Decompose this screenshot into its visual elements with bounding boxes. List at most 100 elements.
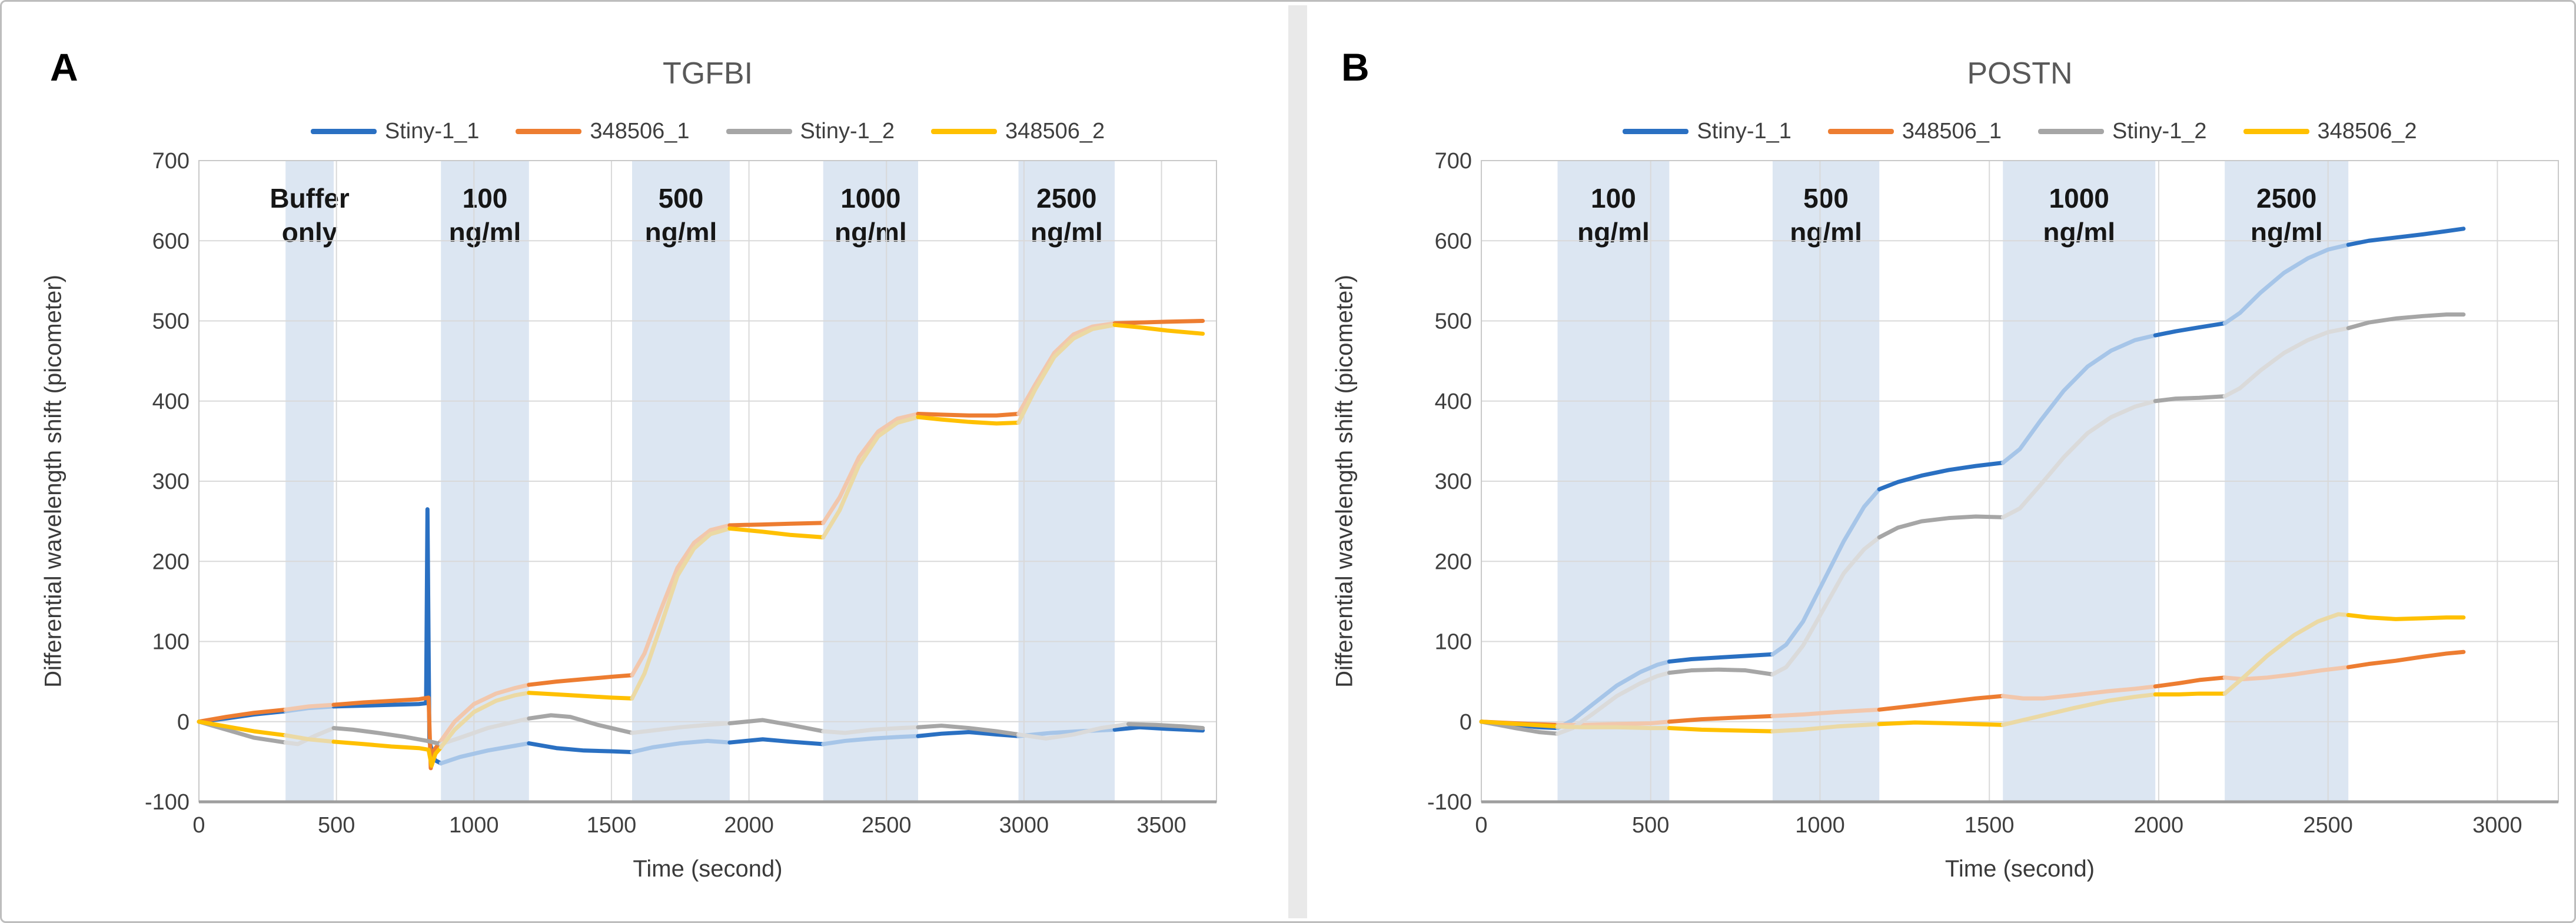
- panel-divider: [1288, 5, 1307, 918]
- x-tick-label: 3500: [1136, 813, 1186, 838]
- legend-item-348506_1: 348506_1: [516, 118, 690, 144]
- series-line-Stiny-1_2: [1479, 719, 1560, 736]
- legend-swatch: [726, 128, 792, 134]
- legend-swatch: [310, 128, 377, 134]
- legend-a: Stiny-1_1 348506_1 Stiny-1_2 348506_2: [199, 115, 1216, 148]
- series-line-348506_1: [821, 412, 920, 525]
- x-tick-label: 2500: [2303, 813, 2353, 838]
- band-label: 100 ng/ml: [1577, 183, 1650, 248]
- series-line-348506_1: [727, 521, 826, 528]
- series-line-Stiny-1_1: [1555, 659, 1671, 731]
- legend-swatch: [2243, 128, 2309, 134]
- series-line-348506_2: [197, 719, 288, 738]
- y-tick-label: 200: [1435, 549, 1472, 574]
- y-tick-label: 400: [152, 389, 190, 414]
- x-tick-label: 3000: [2472, 813, 2522, 838]
- x-tick-label: 1000: [1795, 813, 1845, 838]
- series-line-Stiny-1_1: [2153, 321, 2227, 338]
- series-line-Stiny-1_2: [1016, 722, 1131, 741]
- y-tick-label: 500: [152, 309, 190, 334]
- series-line-Stiny-1_2: [2346, 312, 2466, 331]
- series-line-348506_1: [438, 682, 531, 743]
- series-line-Stiny-1_2: [727, 718, 826, 734]
- legend-label: Stiny-1_1: [384, 118, 480, 144]
- x-axis-title-a: Time (second): [633, 856, 783, 882]
- series-line-Stiny-1_1: [1112, 725, 1205, 733]
- legend-item-Stiny-1_2: Stiny-1_2: [2038, 119, 2207, 144]
- series-line-348506_2: [283, 733, 336, 744]
- series-line-348506_1: [2153, 675, 2227, 689]
- band-label: 500 ng/ml: [645, 183, 717, 248]
- y-tick-label: 100: [1435, 630, 1472, 655]
- series-line-348506_1: [630, 523, 732, 678]
- series-line-348506_2: [1877, 720, 2005, 727]
- series-line-Stiny-1_2: [1126, 722, 1205, 731]
- series-line-348506_1: [283, 702, 336, 712]
- series-line-348506_2: [438, 691, 531, 749]
- series-line-348506_2: [916, 415, 1021, 426]
- legend-swatch: [1623, 128, 1689, 134]
- legend-label: Stiny-1_1: [1697, 118, 1791, 144]
- series-line-348506_1: [916, 412, 1021, 418]
- band-label: 100 ng/ml: [449, 183, 521, 248]
- series-line-Stiny-1_2: [527, 713, 634, 735]
- x-tick-label: 3000: [999, 813, 1049, 838]
- x-tick-label: 1000: [449, 813, 499, 838]
- series-line-Stiny-1_2: [1667, 667, 1775, 677]
- series-line-348506_2: [2346, 613, 2466, 621]
- series-line-348506_2: [1555, 724, 1671, 731]
- legend-item-Stiny-1_2: Stiny-1_2: [726, 119, 895, 144]
- series-line-Stiny-1_2: [821, 725, 920, 735]
- series-line-Stiny-1_1: [527, 741, 634, 755]
- series-line-Stiny-1_1: [438, 741, 531, 766]
- series-line-Stiny-1_1: [727, 737, 826, 747]
- series-line-Stiny-1_1: [2000, 333, 2158, 465]
- series-line-348506_1: [1770, 707, 1882, 718]
- series-line-Stiny-1_1: [630, 738, 732, 755]
- y-tick-label: 300: [152, 469, 190, 494]
- legend-label: 348506_1: [590, 118, 690, 144]
- legend-b: Stiny-1_1 348506_1 Stiny-1_2 348506_2: [1481, 115, 2558, 148]
- series-line-Stiny-1_2: [2000, 399, 2158, 519]
- y-axis-title-a: Differential wavelength shift (picometer…: [40, 275, 67, 688]
- legend-swatch: [2038, 128, 2104, 134]
- series-line-348506_2: [1770, 722, 1882, 734]
- series-line-Stiny-1_2: [2153, 394, 2227, 404]
- series-line-348506_1: [2346, 649, 2466, 669]
- band-label: 1000 ng/ml: [835, 183, 907, 248]
- legend-label: Stiny-1_2: [2112, 118, 2207, 144]
- y-tick-label: 700: [1435, 149, 1472, 174]
- series-line-Stiny-1_2: [1877, 514, 2005, 539]
- x-tick-label: 0: [1475, 813, 1487, 838]
- y-tick-label: 700: [152, 149, 190, 174]
- series-line-348506_2: [2000, 692, 2158, 727]
- series-line-348506_1: [1667, 714, 1775, 724]
- series-line-348506_1: [527, 673, 634, 687]
- legend-label: Stiny-1_2: [800, 118, 895, 144]
- series-line-348506_2: [2222, 612, 2351, 696]
- series-line-Stiny-1_2: [438, 716, 531, 747]
- series-line-Stiny-1_2: [1770, 535, 1882, 677]
- series-line-348506_2: [1112, 322, 1205, 336]
- legend-item-348506_1: 348506_1: [1827, 118, 2002, 144]
- x-tick-label: 500: [1632, 813, 1669, 838]
- y-tick-label: 0: [1460, 710, 1472, 735]
- series-line-348506_1: [197, 707, 288, 724]
- panel-a-label: A: [50, 45, 78, 89]
- y-tick-label: 0: [177, 710, 190, 735]
- series-line-348506_2: [331, 739, 443, 768]
- chart-title-tgfbi: TGFBI: [662, 56, 753, 91]
- panel-b-label: B: [1341, 45, 1370, 89]
- series-line-Stiny-1_1: [1667, 652, 1775, 664]
- band-label: 1000 ng/ml: [2043, 183, 2115, 248]
- series-line-Stiny-1_2: [916, 724, 1021, 737]
- legend-label: 348506_1: [1902, 118, 2002, 144]
- series-line-348506_1: [1016, 321, 1117, 416]
- series-line-348506_2: [727, 526, 826, 539]
- legend-swatch: [516, 128, 582, 134]
- series-line-348506_2: [527, 691, 634, 701]
- series-line-348506_2: [1016, 322, 1117, 425]
- series-line-Stiny-1_1: [916, 729, 1021, 738]
